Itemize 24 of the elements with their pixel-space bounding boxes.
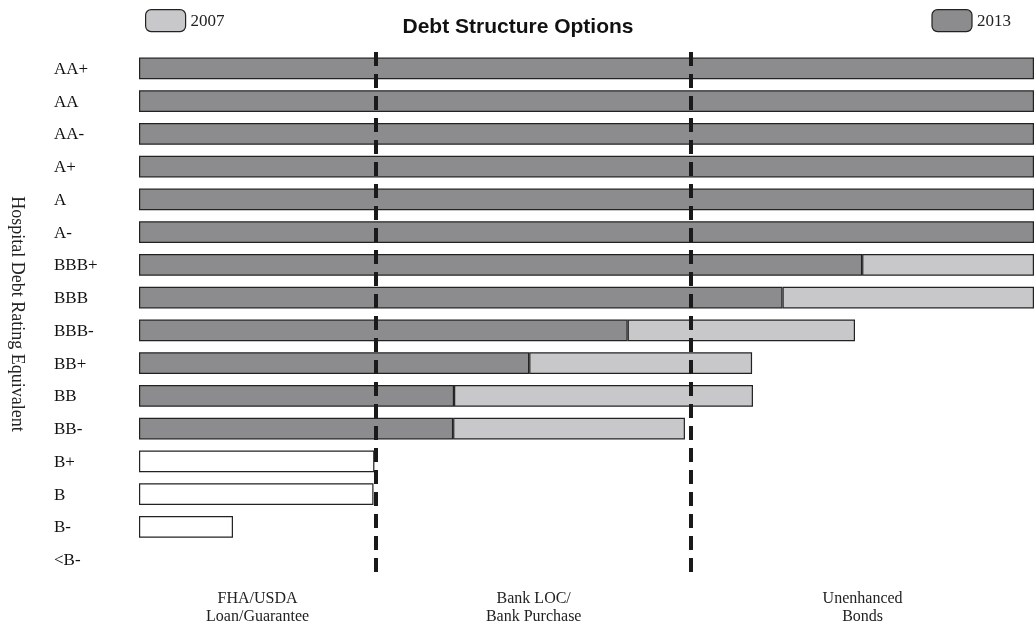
y-tick-label: B- [54, 517, 72, 537]
y-tick-label: BBB+ [54, 255, 98, 275]
y-tick-label: A- [54, 222, 73, 242]
y-tick-label: B+ [54, 451, 75, 471]
text: FHA/USDA Loan/Guarantee [206, 588, 310, 624]
y-tick-label: BB+ [54, 353, 87, 373]
y-tick-label: A+ [54, 157, 76, 177]
y-axis-title: Hospital Debt Rating Equivalent [8, 196, 28, 432]
y-tick-label: B [54, 484, 66, 504]
y-tick-label: BBB- [54, 320, 95, 340]
y-tick-label: AA [54, 91, 80, 111]
text: Unenhanced Bonds [822, 588, 903, 624]
legend-label: 2007 [190, 11, 226, 31]
y-tick-label: BB- [54, 419, 83, 439]
y-tick-label: <B- [54, 550, 81, 570]
y-tick-label: AA- [54, 124, 85, 144]
y-tick-label: BBB [54, 288, 89, 308]
legend-label: 2013 [977, 11, 1011, 31]
y-tick-label: A [54, 189, 67, 209]
y-tick-label: AA+ [54, 58, 89, 78]
bar [139, 516, 233, 538]
text: Bank LOC/ Bank Purchase [485, 588, 582, 624]
y-tick-label: BB [54, 386, 77, 406]
chart-title: Debt Structure Options [402, 14, 634, 37]
